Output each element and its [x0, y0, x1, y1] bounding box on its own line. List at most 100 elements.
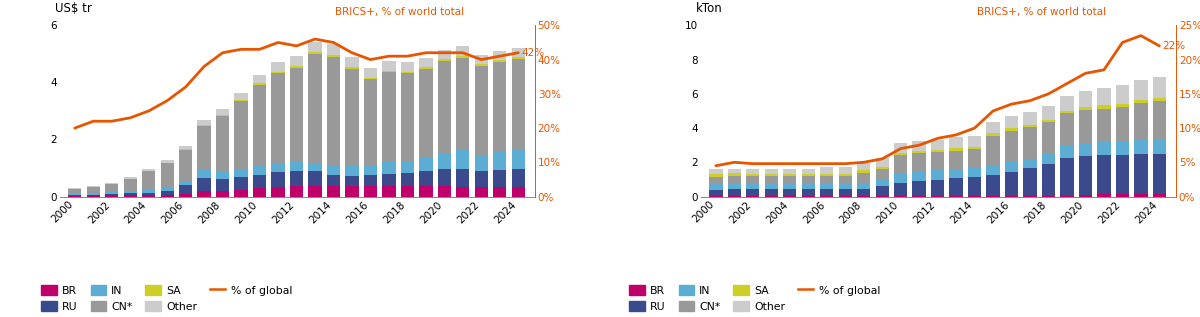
- Bar: [179, 181, 192, 185]
- Bar: [1097, 88, 1110, 106]
- Bar: [383, 174, 396, 186]
- Bar: [475, 187, 488, 197]
- Bar: [326, 175, 340, 186]
- Bar: [986, 175, 1000, 196]
- Bar: [456, 56, 469, 58]
- Bar: [124, 179, 137, 191]
- Bar: [290, 56, 304, 66]
- Bar: [784, 174, 797, 176]
- Legend: BR, RU, IN, CN*, SA, Other, % of global: BR, RU, IN, CN*, SA, Other, % of global: [630, 285, 880, 312]
- Bar: [326, 44, 340, 55]
- Bar: [839, 183, 852, 189]
- Bar: [234, 169, 247, 177]
- Bar: [1116, 194, 1129, 197]
- Bar: [456, 58, 469, 150]
- Bar: [511, 150, 524, 169]
- Bar: [383, 73, 396, 162]
- Bar: [1024, 168, 1037, 196]
- Bar: [198, 178, 211, 191]
- Bar: [179, 149, 192, 150]
- Bar: [764, 176, 778, 183]
- Bar: [1153, 77, 1166, 98]
- Bar: [124, 177, 137, 178]
- Bar: [968, 147, 982, 150]
- Bar: [839, 167, 852, 174]
- Bar: [709, 183, 722, 190]
- Bar: [161, 163, 174, 164]
- Bar: [161, 164, 174, 187]
- Bar: [401, 172, 414, 186]
- Bar: [511, 169, 524, 187]
- Bar: [198, 125, 211, 126]
- Bar: [86, 193, 100, 195]
- Bar: [876, 167, 889, 169]
- Bar: [746, 169, 760, 174]
- Bar: [876, 180, 889, 186]
- Bar: [493, 152, 506, 170]
- Bar: [401, 161, 414, 172]
- Bar: [968, 150, 982, 167]
- Bar: [949, 178, 962, 196]
- Bar: [346, 57, 359, 67]
- Bar: [438, 59, 451, 61]
- Bar: [876, 158, 889, 167]
- Bar: [308, 186, 322, 197]
- Bar: [308, 54, 322, 163]
- Bar: [802, 189, 815, 196]
- Bar: [876, 169, 889, 180]
- Bar: [216, 191, 229, 197]
- Bar: [986, 166, 1000, 175]
- Bar: [124, 191, 137, 193]
- Bar: [784, 183, 797, 189]
- Bar: [1097, 106, 1110, 108]
- Bar: [857, 163, 870, 170]
- Bar: [234, 177, 247, 190]
- Bar: [709, 174, 722, 177]
- Bar: [456, 169, 469, 186]
- Bar: [1153, 154, 1166, 194]
- Bar: [419, 158, 432, 171]
- Bar: [839, 174, 852, 176]
- Bar: [839, 189, 852, 196]
- Bar: [106, 195, 119, 197]
- Bar: [931, 139, 944, 150]
- Bar: [894, 183, 907, 196]
- Bar: [216, 172, 229, 179]
- Bar: [820, 167, 834, 174]
- Bar: [1024, 159, 1037, 168]
- Bar: [876, 186, 889, 196]
- Bar: [931, 180, 944, 196]
- Bar: [142, 195, 155, 197]
- Bar: [142, 169, 155, 171]
- Bar: [493, 170, 506, 187]
- Bar: [764, 183, 778, 189]
- Bar: [857, 173, 870, 183]
- Bar: [986, 196, 1000, 197]
- Bar: [1061, 111, 1074, 113]
- Bar: [179, 150, 192, 181]
- Bar: [142, 189, 155, 192]
- Bar: [106, 183, 119, 184]
- Legend: BR, RU, IN, CN*, SA, Other, % of global: BR, RU, IN, CN*, SA, Other, % of global: [42, 285, 292, 312]
- Bar: [709, 177, 722, 183]
- Bar: [1079, 156, 1092, 195]
- Bar: [1153, 194, 1166, 197]
- Bar: [764, 174, 778, 176]
- Bar: [931, 152, 944, 170]
- Bar: [511, 59, 524, 150]
- Bar: [271, 73, 284, 164]
- Bar: [1061, 113, 1074, 146]
- Bar: [106, 192, 119, 194]
- Bar: [1042, 122, 1055, 154]
- Bar: [68, 196, 82, 197]
- Bar: [475, 66, 488, 155]
- Bar: [894, 143, 907, 153]
- Bar: [931, 196, 944, 197]
- Bar: [383, 71, 396, 73]
- Bar: [234, 93, 247, 100]
- Bar: [709, 170, 722, 174]
- Bar: [475, 155, 488, 171]
- Bar: [949, 137, 962, 148]
- Bar: [456, 150, 469, 169]
- Bar: [986, 136, 1000, 166]
